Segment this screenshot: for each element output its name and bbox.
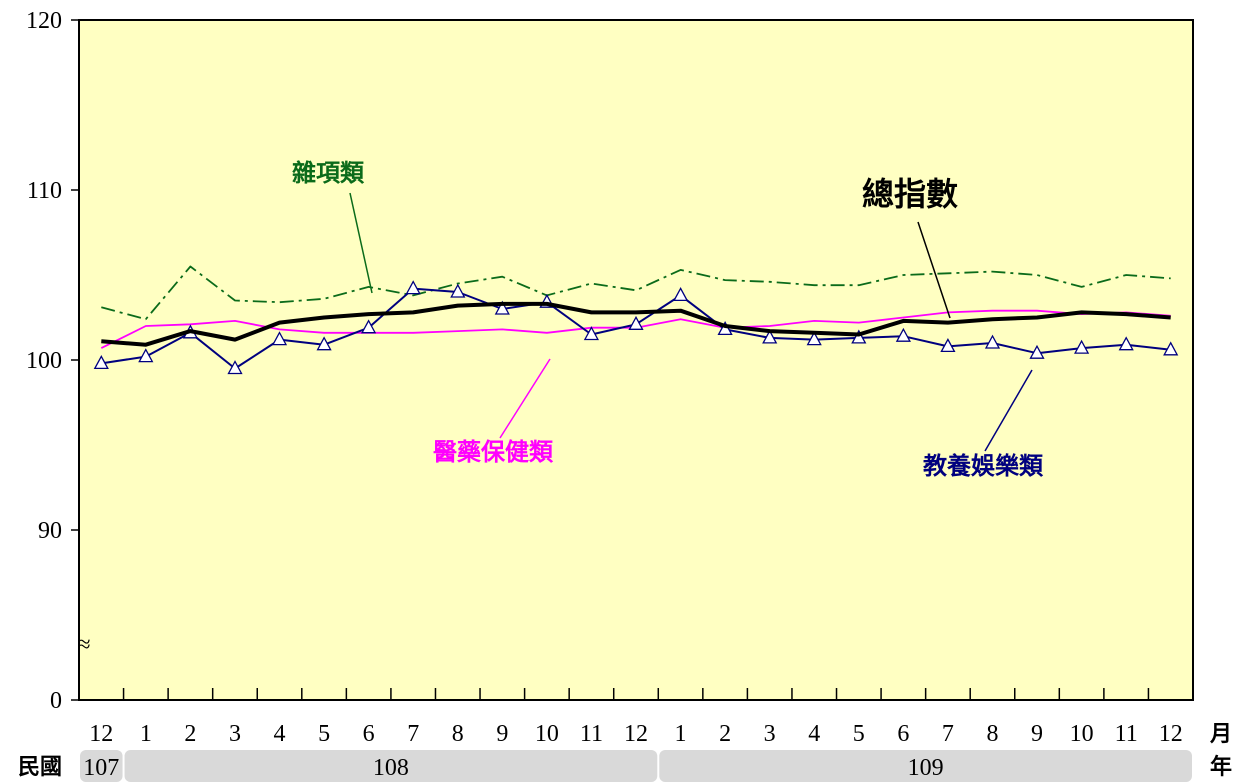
- y-tick-label: 0: [50, 688, 62, 714]
- year-band: [124, 750, 658, 782]
- series-label-leader: [499, 358, 551, 439]
- series-marker: [717, 321, 733, 336]
- x-month-label: 10: [1070, 721, 1094, 747]
- series-marker: [227, 360, 243, 375]
- x-month-label: 9: [1031, 721, 1043, 747]
- x-month-label: 5: [318, 721, 330, 747]
- series-marker: [93, 355, 109, 370]
- x-month-label: 6: [363, 721, 375, 747]
- y-tick-label: 90: [38, 518, 62, 544]
- series-marker: [1029, 344, 1045, 359]
- x-month-label: 4: [808, 721, 820, 747]
- series-marker: [806, 331, 822, 346]
- x-month-label: 3: [764, 721, 776, 747]
- year-unit-label: 年: [1210, 754, 1232, 780]
- y-tick-label: 120: [26, 8, 62, 34]
- series-marker: [450, 283, 466, 298]
- series-marker: [895, 327, 911, 342]
- x-month-label: 6: [897, 721, 909, 747]
- x-month-label: 1: [675, 721, 687, 747]
- series-label: 雜項類: [292, 159, 365, 187]
- series-marker: [940, 338, 956, 353]
- series-marker: [271, 331, 288, 346]
- series-marker: [1118, 336, 1134, 351]
- series-marker: [494, 300, 510, 315]
- series-line: [101, 265, 1171, 321]
- x-month-label: 1: [140, 721, 152, 747]
- plot-area: [78, 19, 1194, 701]
- year-band: [80, 750, 123, 782]
- y-tick-label: 110: [27, 178, 62, 204]
- x-month-label: 12: [624, 721, 648, 747]
- series-marker: [361, 319, 377, 334]
- series-line: [101, 301, 1171, 347]
- series-marker: [762, 329, 778, 344]
- series-label: 教養娛樂類: [923, 452, 1044, 480]
- x-month-label: 8: [452, 721, 464, 747]
- series-label: 總指數: [862, 175, 958, 213]
- series-marker: [673, 287, 689, 302]
- y-tick-label: 100: [26, 348, 62, 374]
- series-marker: [984, 334, 1001, 349]
- x-month-label: 8: [986, 721, 998, 747]
- series-labels: 總指數 雜項類醫藥保健類教養娛樂類: [292, 159, 1044, 480]
- series-marker: [1163, 341, 1179, 356]
- axis-ticks: [71, 19, 1194, 701]
- x-month-label: 3: [229, 721, 241, 747]
- x-month-label: 7: [407, 721, 419, 747]
- x-month-label: 7: [942, 721, 954, 747]
- x-month-label: 12: [1159, 721, 1183, 747]
- year-label: 107: [83, 755, 119, 781]
- x-month-label: 9: [496, 721, 508, 747]
- x-month-label: 2: [184, 721, 196, 747]
- series-label-leader: [917, 221, 951, 319]
- series-marker: [1074, 339, 1090, 354]
- x-month-label: 11: [580, 721, 603, 747]
- x-month-label: 10: [535, 721, 559, 747]
- series-marker: [405, 280, 421, 295]
- x-month-label: 11: [1115, 721, 1138, 747]
- series-label-leader: [349, 192, 373, 294]
- series-marker: [583, 326, 599, 341]
- series-marker: [851, 329, 867, 344]
- axis-break-symbol: ≈: [77, 632, 90, 658]
- year-band: [659, 750, 1192, 782]
- x-month-label: 2: [719, 721, 731, 747]
- series-marker: [138, 348, 154, 363]
- series-label: 醫藥保健類: [433, 438, 554, 466]
- year-label: 108: [373, 755, 409, 781]
- month-unit-label: 月: [1209, 722, 1232, 747]
- series-label-leader: [984, 369, 1033, 452]
- x-month-label: 5: [853, 721, 865, 747]
- series-layer: [93, 265, 1179, 375]
- series-marker: [316, 336, 332, 351]
- year-label: 109: [908, 755, 944, 781]
- series-marker: [628, 315, 644, 330]
- x-month-label: 12: [89, 721, 113, 747]
- x-month-label: 4: [274, 721, 286, 747]
- year-prefix-label: 民國: [18, 755, 62, 780]
